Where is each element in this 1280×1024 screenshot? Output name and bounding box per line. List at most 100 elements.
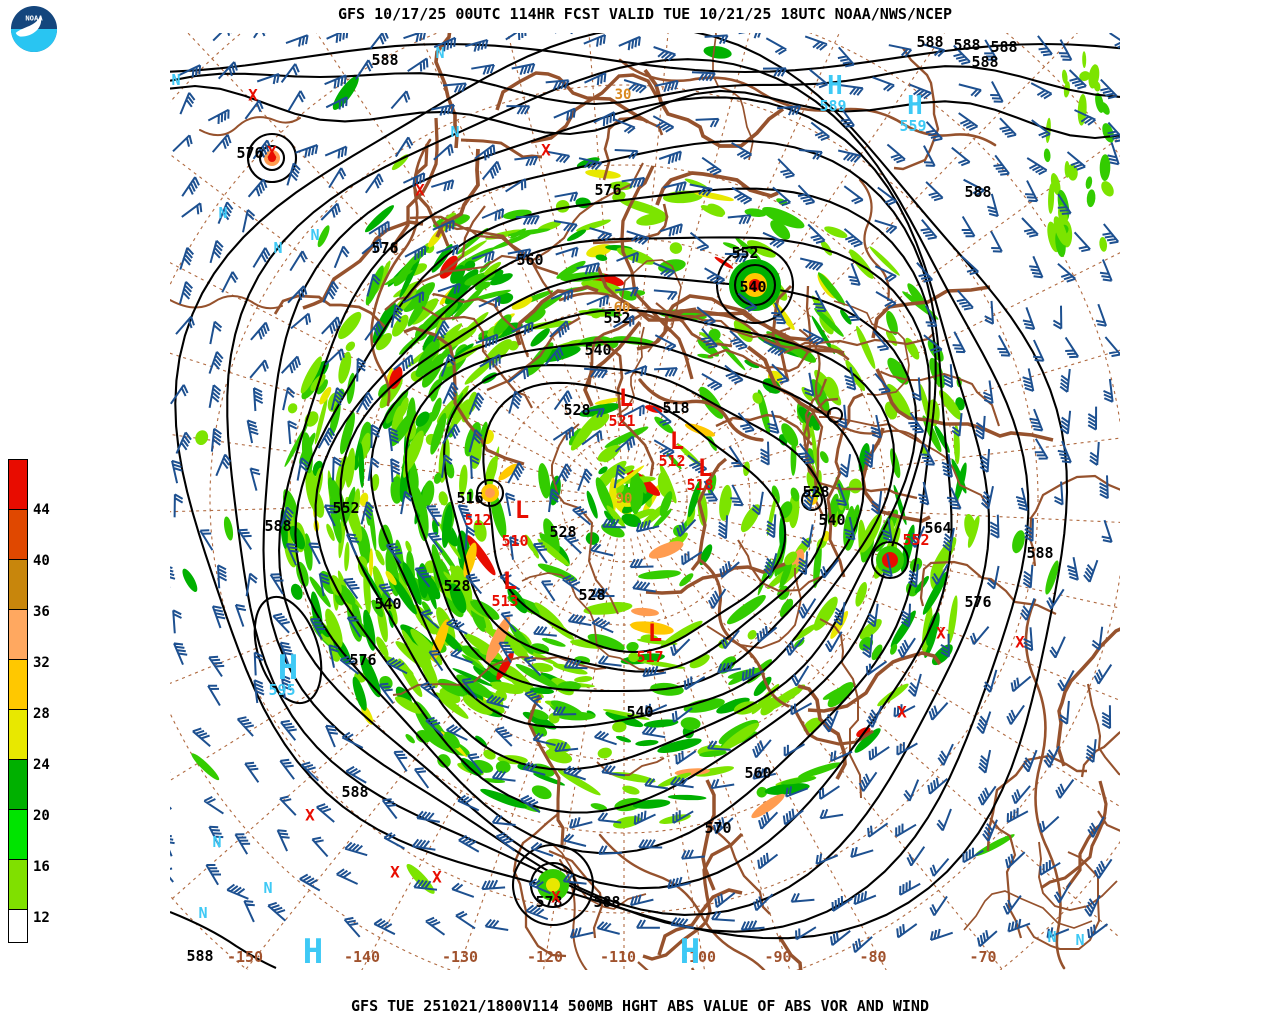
meridian-line xyxy=(170,433,585,494)
coastline xyxy=(798,328,923,444)
vorticity-blob xyxy=(496,292,514,304)
vorticity-blob xyxy=(490,491,507,539)
vorticity-blob xyxy=(371,473,380,491)
vorticity-blob xyxy=(452,570,469,586)
vorticity-blob xyxy=(488,446,500,495)
low-height-value: 513 xyxy=(491,592,518,610)
vorticity-blob xyxy=(317,225,330,248)
vorticity-blob xyxy=(635,739,659,747)
contour-height-label: 588 xyxy=(341,783,368,801)
vorticity-blob xyxy=(848,478,862,494)
latitude-label: 30 xyxy=(615,87,632,103)
vorticity-blob xyxy=(437,754,451,768)
vorticity-blob xyxy=(511,296,533,310)
vorticity-blob xyxy=(541,638,566,647)
boundary-squiggle xyxy=(432,292,530,358)
vorticity-blob xyxy=(444,731,461,749)
boundary-squiggle xyxy=(642,832,744,961)
colorbar-tick-label: 40 xyxy=(33,553,50,569)
vorticity-blob xyxy=(376,636,389,658)
vorticity-blob xyxy=(1095,92,1104,113)
vorticity-blob xyxy=(874,509,899,552)
contour-height-label: 576 xyxy=(964,593,991,611)
vorticity-blob xyxy=(756,786,768,798)
n-mark: N xyxy=(171,71,180,89)
vorticity-blob xyxy=(719,484,732,521)
vorticity-blob xyxy=(669,242,683,254)
boundary-squiggle xyxy=(302,220,424,310)
latitude-label: 90 xyxy=(616,491,633,507)
meridian-line xyxy=(655,136,1120,476)
vorticity-blob xyxy=(926,611,940,646)
vorticity-blob xyxy=(612,721,627,733)
vorticity-blob xyxy=(464,271,496,286)
boundary-squiggle xyxy=(655,302,791,339)
latitude-circle xyxy=(209,84,1039,914)
noaa-logo: NOAA xyxy=(10,5,58,53)
vorticity-blob xyxy=(703,45,732,59)
vorticity-blob xyxy=(314,396,328,445)
boundary-squiggle xyxy=(819,416,988,506)
vorticity-blob xyxy=(695,766,735,777)
meridian-line xyxy=(170,499,585,513)
vorticity-blob xyxy=(433,472,442,484)
vorticity-blob xyxy=(390,476,404,504)
contour-height-label: 576 xyxy=(594,181,621,199)
vorticity-blob xyxy=(386,597,398,625)
boundary-squiggle xyxy=(412,143,450,247)
vorticity-blob xyxy=(557,769,601,796)
vorticity-blob xyxy=(452,668,493,687)
vorticity-blob xyxy=(855,581,867,607)
boundary-squiggle xyxy=(620,165,694,380)
longitude-label: -110 xyxy=(600,948,636,966)
vorticity-blob xyxy=(344,541,350,572)
vorticity-blob xyxy=(590,803,607,811)
vorticity-blob xyxy=(657,738,702,754)
vorticity-blob xyxy=(587,633,625,651)
meridian-line xyxy=(663,437,1120,495)
vorticity-blob xyxy=(595,477,614,516)
vorticity-blob xyxy=(1048,183,1055,214)
vorticity-blob xyxy=(708,328,721,341)
vorticity-blob xyxy=(813,596,838,631)
vorticity-blob xyxy=(493,314,512,336)
vorticity-blob xyxy=(840,309,852,325)
height-contour xyxy=(443,364,828,673)
wind-barb-layer xyxy=(170,33,1120,954)
vorticity-blob xyxy=(223,516,234,541)
boundary-squiggle xyxy=(986,754,1087,852)
contour-height-label: 540 xyxy=(818,511,845,529)
boundary-squiggle xyxy=(707,285,812,373)
vorticity-blob xyxy=(813,540,822,589)
boundary-squiggle xyxy=(963,890,1093,931)
vorticity-max-mark: X xyxy=(415,181,425,200)
vorticity-max-mark: X xyxy=(432,868,442,887)
vorticity-max-mark: X xyxy=(248,86,258,105)
boundary-squiggle xyxy=(833,300,910,396)
vorticity-blob xyxy=(1012,530,1025,554)
vorticity-core xyxy=(546,878,560,892)
vorticity-blob xyxy=(415,411,430,427)
vorticity-blob xyxy=(445,461,455,479)
vorticity-blob xyxy=(747,240,776,258)
contour-height-label: 560 xyxy=(744,764,771,782)
vorticity-blob xyxy=(679,573,694,587)
vorticity-blob xyxy=(636,212,669,226)
vorticity-blob xyxy=(422,332,435,351)
closed-contour xyxy=(475,478,505,508)
colorbar-tick-label: 12 xyxy=(33,910,50,926)
contour-height-label: 552 xyxy=(332,499,359,517)
low-height-value: 510 xyxy=(501,532,528,550)
vorticity-blob xyxy=(721,722,760,751)
vorticity-blob xyxy=(498,463,518,481)
vorticity-blob xyxy=(1053,216,1068,246)
vorticity-blob xyxy=(345,447,356,488)
closed-contour xyxy=(715,245,795,325)
vorticity-blob xyxy=(358,442,365,488)
longitude-label: -90 xyxy=(764,948,791,966)
latitude-label: 60 xyxy=(614,300,631,316)
contour-height-label: 588 xyxy=(264,517,291,535)
boundary-squiggle xyxy=(515,285,599,346)
height-contour xyxy=(170,911,277,969)
